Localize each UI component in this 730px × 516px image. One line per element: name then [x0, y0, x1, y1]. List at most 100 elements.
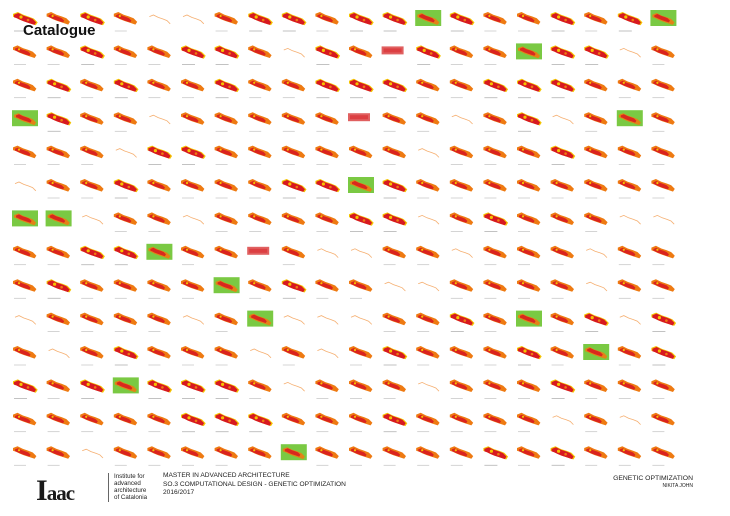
catalogue-thumbnail	[416, 412, 440, 433]
catalogue-thumbnail	[552, 114, 574, 125]
catalogue-thumbnail	[181, 78, 205, 99]
catalogue-thumbnail	[550, 446, 576, 466]
catalogue-thumbnail	[45, 210, 72, 227]
catalogue-thumbnail	[517, 212, 541, 232]
catalogue-thumbnail	[349, 12, 374, 32]
catalogue-thumbnail	[349, 145, 373, 165]
catalogue-thumbnail	[113, 78, 139, 99]
catalogue-thumbnail	[147, 145, 173, 165]
catalogue-thumbnail	[617, 179, 642, 199]
catalogue-thumbnail	[348, 113, 370, 122]
catalogue-thumbnail	[214, 379, 240, 399]
catalogue-thumbnail	[82, 214, 104, 225]
catalogue-thumbnail	[550, 245, 574, 266]
catalogue-thumbnail	[449, 212, 474, 232]
catalogue-thumbnail	[281, 12, 307, 32]
catalogue-thumbnail	[617, 12, 643, 32]
catalogue-thumbnail	[416, 312, 440, 332]
catalogue-thumbnail	[13, 279, 37, 299]
catalogue-thumbnail	[147, 212, 171, 232]
catalogue-thumbnail	[617, 346, 642, 366]
catalogue-thumbnail	[113, 279, 138, 299]
catalogue-thumbnail	[416, 78, 440, 99]
catalogue-thumbnail	[517, 412, 541, 433]
catalogue-thumbnail	[517, 145, 541, 165]
catalogue-thumbnail	[317, 315, 339, 325]
catalogue-thumbnail	[517, 346, 542, 366]
catalogue-thumbnail	[584, 78, 608, 99]
catalogue-thumbnail	[653, 214, 675, 225]
catalogue-thumbnail	[46, 145, 70, 165]
catalogue-thumbnail	[651, 112, 675, 132]
catalogue-thumbnail	[349, 78, 374, 99]
course-title: SO.3 COMPUTATIONAL DESIGN - GENETIC OPTI…	[163, 480, 346, 488]
catalogue-thumbnail	[214, 179, 238, 199]
catalogue-thumbnail	[449, 379, 474, 399]
catalogue-thumbnail	[113, 412, 138, 433]
catalogue-thumbnail	[181, 245, 205, 266]
catalogue-thumbnail	[416, 45, 441, 65]
catalogue-thumbnail	[449, 145, 474, 165]
catalogue-thumbnail	[13, 412, 37, 433]
catalogue-thumbnail	[283, 315, 305, 325]
catalogue-thumbnail	[384, 281, 406, 292]
catalogue-thumbnail	[181, 112, 205, 132]
catalogue-thumbnail	[517, 279, 541, 299]
catalogue-thumbnail	[113, 12, 138, 32]
catalogue-thumbnail	[651, 412, 675, 433]
catalogue-thumbnail	[46, 12, 70, 32]
author-name: NIKITA JOHN	[662, 483, 693, 489]
catalogue-thumbnail	[281, 245, 306, 266]
catalogue-thumbnail	[247, 310, 274, 327]
catalogue-thumbnail	[651, 446, 675, 466]
catalogue-thumbnail	[248, 112, 272, 132]
catalogue-thumbnail	[382, 179, 408, 199]
catalogue-thumbnail	[584, 12, 608, 32]
catalogue-thumbnail	[147, 279, 171, 299]
catalogue-thumbnail	[651, 346, 677, 366]
catalogue-thumbnail	[382, 78, 408, 99]
catalogue-thumbnail	[617, 145, 642, 165]
catalogue-thumbnail	[149, 14, 171, 25]
catalogue-thumbnail	[80, 112, 104, 132]
catalogue-thumbnail	[584, 379, 608, 399]
catalogue-thumbnail	[517, 78, 542, 99]
catalogue-thumbnail	[483, 179, 507, 199]
catalogue-thumbnail	[418, 214, 440, 225]
catalogue-thumbnail	[416, 179, 440, 199]
catalogue-thumbnail	[147, 346, 171, 366]
catalogue-thumbnail	[48, 348, 70, 359]
program-info: MASTER IN ADVANCED ARCHITECTURE SO.3 COM…	[163, 472, 423, 498]
catalogue-thumbnail	[80, 245, 105, 266]
catalogue-thumbnail	[382, 145, 406, 165]
catalogue-thumbnail	[416, 112, 440, 132]
catalogue-thumbnail	[214, 245, 238, 266]
catalogue-thumbnail	[550, 45, 576, 65]
catalogue-thumbnail	[483, 112, 507, 132]
catalogue-thumbnail	[416, 446, 440, 466]
catalogue-thumbnail	[583, 344, 610, 360]
catalogue-thumbnail	[550, 379, 576, 399]
catalogue-thumbnail	[46, 245, 70, 266]
catalogue-thumbnail	[46, 412, 70, 433]
catalogue-thumbnail	[214, 412, 240, 433]
catalogue-thumbnail	[315, 446, 339, 466]
catalogue-thumbnail	[382, 312, 406, 332]
catalogue-thumbnail	[281, 346, 306, 366]
catalogue-thumbnail	[182, 315, 205, 325]
catalogue-thumbnail	[13, 446, 37, 466]
catalogue-thumbnail	[181, 446, 205, 466]
catalogue-thumbnail	[317, 348, 339, 359]
catalogue-thumbnail	[247, 246, 270, 255]
catalogue-thumbnail	[650, 10, 677, 26]
catalogue-thumbnail	[12, 110, 38, 127]
catalogue-thumbnail	[80, 346, 104, 366]
catalogue-thumbnail	[517, 112, 542, 132]
catalogue-thumbnail	[46, 312, 70, 332]
catalogue-thumbnail	[12, 210, 38, 227]
catalogue-thumbnail	[550, 78, 576, 99]
logo-divider	[108, 473, 109, 502]
catalogue-thumbnail	[483, 212, 509, 232]
catalogue-thumbnail	[584, 412, 608, 433]
